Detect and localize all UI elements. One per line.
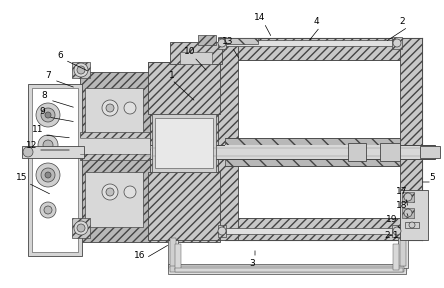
Circle shape — [218, 39, 226, 47]
Bar — [175, 268, 403, 272]
Bar — [72, 62, 90, 78]
Bar — [140, 145, 435, 159]
Bar — [400, 238, 406, 266]
Bar — [148, 62, 220, 242]
Circle shape — [41, 108, 55, 122]
Text: 5: 5 — [429, 173, 435, 183]
Bar — [148, 62, 220, 114]
Bar — [168, 238, 178, 270]
Bar — [218, 225, 226, 237]
Circle shape — [43, 140, 53, 150]
Bar — [225, 60, 400, 218]
Bar — [85, 88, 143, 154]
Circle shape — [404, 209, 412, 217]
Bar — [393, 244, 399, 270]
Bar — [225, 138, 400, 166]
Circle shape — [218, 227, 226, 235]
Bar — [155, 118, 213, 168]
Text: 18: 18 — [396, 202, 408, 211]
Bar — [398, 238, 408, 268]
Text: 7: 7 — [45, 71, 51, 79]
Circle shape — [41, 168, 55, 182]
Bar — [218, 40, 400, 46]
Text: 4: 4 — [313, 18, 319, 26]
Bar — [400, 190, 428, 240]
Text: 2: 2 — [399, 18, 405, 26]
Bar — [168, 264, 406, 274]
Bar — [180, 52, 212, 64]
Bar — [392, 225, 402, 237]
Bar — [225, 145, 400, 159]
Text: 14: 14 — [254, 14, 266, 22]
Bar — [22, 146, 84, 158]
Circle shape — [74, 221, 88, 235]
Bar — [152, 114, 216, 172]
Bar — [225, 38, 420, 60]
Text: 2-1: 2-1 — [385, 232, 399, 240]
Text: 16: 16 — [134, 251, 146, 259]
Text: 19: 19 — [386, 215, 398, 225]
Bar — [218, 228, 400, 234]
Text: 13: 13 — [222, 37, 234, 46]
Bar — [175, 244, 181, 270]
Bar — [85, 172, 143, 227]
Circle shape — [23, 147, 33, 157]
Text: 6: 6 — [57, 50, 63, 60]
Bar — [380, 143, 400, 161]
Bar — [218, 37, 226, 49]
Bar — [405, 222, 419, 228]
Circle shape — [393, 39, 401, 47]
Bar — [348, 143, 366, 161]
Text: 12: 12 — [26, 141, 38, 149]
Bar — [218, 38, 238, 240]
Bar — [80, 138, 150, 154]
Circle shape — [393, 227, 401, 235]
Circle shape — [404, 193, 412, 201]
Circle shape — [106, 188, 114, 196]
Bar — [32, 88, 78, 252]
Bar — [402, 192, 414, 202]
Bar — [218, 38, 258, 44]
Text: 9: 9 — [39, 107, 45, 117]
Bar — [80, 132, 150, 160]
Circle shape — [45, 172, 51, 178]
Circle shape — [124, 102, 136, 114]
Circle shape — [77, 66, 85, 74]
Bar — [392, 37, 402, 49]
Circle shape — [38, 135, 58, 155]
Bar — [28, 84, 82, 256]
Text: 17: 17 — [396, 187, 408, 196]
Bar — [420, 146, 440, 158]
Circle shape — [36, 103, 60, 127]
Circle shape — [44, 206, 52, 214]
Text: 3: 3 — [249, 259, 255, 268]
Bar — [148, 172, 220, 240]
Text: 10: 10 — [184, 48, 196, 56]
Bar — [402, 208, 414, 218]
Circle shape — [40, 202, 56, 218]
Bar — [198, 35, 216, 45]
Circle shape — [124, 186, 136, 198]
Circle shape — [106, 104, 114, 112]
Circle shape — [77, 224, 85, 232]
Bar — [170, 238, 176, 268]
Circle shape — [102, 100, 118, 116]
Text: 1: 1 — [169, 71, 175, 79]
Bar — [72, 218, 90, 238]
Bar — [400, 38, 422, 240]
Text: 11: 11 — [32, 126, 44, 134]
Circle shape — [409, 222, 415, 228]
Bar — [225, 218, 420, 240]
Circle shape — [36, 163, 60, 187]
Text: 8: 8 — [41, 90, 47, 99]
Bar — [170, 42, 222, 64]
Bar — [170, 266, 404, 272]
Text: 15: 15 — [16, 173, 28, 183]
Circle shape — [74, 63, 88, 77]
Bar — [80, 72, 150, 242]
Circle shape — [45, 112, 51, 118]
Circle shape — [102, 184, 118, 200]
